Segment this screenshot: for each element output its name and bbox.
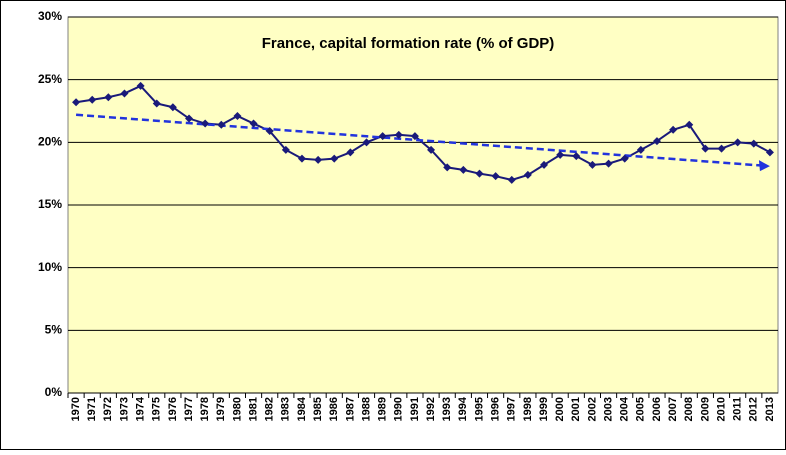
- x-tick-label: 2002: [586, 397, 598, 421]
- trend-arrow: [758, 160, 770, 172]
- x-tick-label: 1988: [360, 397, 372, 421]
- data-point: [314, 155, 323, 164]
- data-point: [491, 172, 500, 181]
- data-point: [475, 169, 484, 178]
- data-point: [604, 159, 613, 168]
- x-tick-label: 1995: [473, 397, 485, 421]
- y-tick-label: 0%: [45, 385, 63, 399]
- x-tick-label: 1983: [280, 397, 292, 421]
- data-point: [652, 137, 661, 146]
- x-tick-label: 1986: [328, 397, 340, 421]
- data-point: [701, 144, 710, 153]
- y-tick-label: 20%: [38, 135, 62, 149]
- x-tick-label: 1979: [215, 397, 227, 421]
- data-point: [201, 119, 210, 128]
- x-tick-label: 1989: [377, 397, 389, 421]
- x-tick-label: 1991: [409, 397, 421, 421]
- data-point: [249, 119, 258, 128]
- x-tick-label: 1992: [425, 397, 437, 421]
- x-tick-label: 1970: [70, 397, 82, 421]
- data-point: [636, 145, 645, 154]
- x-tick-label: 2010: [715, 397, 727, 421]
- x-tick-label: 1998: [522, 397, 534, 421]
- x-tick-label: 1987: [344, 397, 356, 421]
- x-tick-label: 2006: [651, 397, 663, 421]
- x-tick-label: 1981: [247, 397, 259, 421]
- data-point: [217, 120, 226, 129]
- y-tick-label: 25%: [38, 72, 62, 86]
- data-point: [733, 138, 742, 147]
- x-tick-label: 1978: [199, 397, 211, 421]
- x-tick-label: 1974: [135, 396, 147, 421]
- data-point: [136, 81, 145, 90]
- data-point: [685, 120, 694, 129]
- data-point: [749, 139, 758, 148]
- data-point: [265, 127, 274, 136]
- data-point: [410, 132, 419, 141]
- data-point: [572, 152, 581, 161]
- y-tick-label: 15%: [38, 197, 62, 211]
- x-tick-label: 2009: [699, 397, 711, 421]
- x-tick-label: 1984: [296, 396, 308, 421]
- x-tick-label: 1975: [151, 397, 163, 421]
- data-point: [620, 154, 629, 163]
- x-tick-label: 1999: [538, 397, 550, 421]
- x-tick-label: 1985: [312, 397, 324, 421]
- data-point: [556, 150, 565, 159]
- data-point: [120, 89, 129, 98]
- data-point: [459, 165, 468, 174]
- data-point: [346, 148, 355, 157]
- x-tick-label: 1976: [167, 397, 179, 421]
- x-tick-label: 1997: [506, 397, 518, 421]
- data-point: [507, 175, 516, 184]
- data-point: [88, 95, 97, 104]
- data-point: [540, 160, 549, 169]
- x-tick-label: 2013: [764, 397, 776, 421]
- x-tick-label: 1993: [441, 397, 453, 421]
- data-point: [281, 145, 290, 154]
- data-point: [523, 170, 532, 179]
- x-tick-label: 2005: [635, 397, 647, 421]
- data-point: [152, 99, 161, 108]
- data-point: [394, 130, 403, 139]
- y-tick-label: 10%: [38, 260, 62, 274]
- data-point: [717, 144, 726, 153]
- data-point: [588, 160, 597, 169]
- data-point: [378, 132, 387, 141]
- x-tick-label: 2012: [748, 397, 760, 421]
- data-point: [669, 125, 678, 134]
- data-point: [443, 163, 452, 172]
- x-tick-label: 2000: [554, 397, 566, 421]
- x-tick-label: 2008: [683, 397, 695, 421]
- data-point: [104, 93, 113, 102]
- data-point: [185, 114, 194, 123]
- data-point: [72, 98, 81, 107]
- chart-title: France, capital formation rate (% of GDP…: [262, 35, 555, 52]
- x-tick-label: 1972: [102, 397, 114, 421]
- x-tick-label: 1977: [183, 397, 195, 421]
- y-tick-label: 5%: [45, 323, 63, 337]
- data-point: [362, 138, 371, 147]
- x-tick-label: 1994: [457, 396, 469, 421]
- data-point: [427, 145, 436, 154]
- x-tick-label: 1971: [86, 397, 98, 421]
- x-tick-label: 2001: [570, 397, 582, 421]
- x-tick-label: 1982: [264, 397, 276, 421]
- data-point: [765, 148, 774, 157]
- x-tick-label: 2007: [667, 397, 679, 421]
- data-point: [297, 154, 306, 163]
- data-point: [168, 103, 177, 112]
- data-point: [330, 154, 339, 163]
- data-point: [233, 112, 242, 121]
- x-tick-label: 2004: [619, 396, 631, 421]
- x-tick-label: 1980: [231, 397, 243, 421]
- x-tick-label: 2003: [602, 397, 614, 421]
- x-tick-label: 2011: [732, 397, 744, 421]
- x-tick-label: 1973: [118, 397, 130, 421]
- x-tick-label: 1990: [393, 397, 405, 421]
- y-tick-label: 30%: [38, 9, 62, 23]
- trend-line: [75, 113, 763, 167]
- x-tick-label: 1996: [490, 397, 502, 421]
